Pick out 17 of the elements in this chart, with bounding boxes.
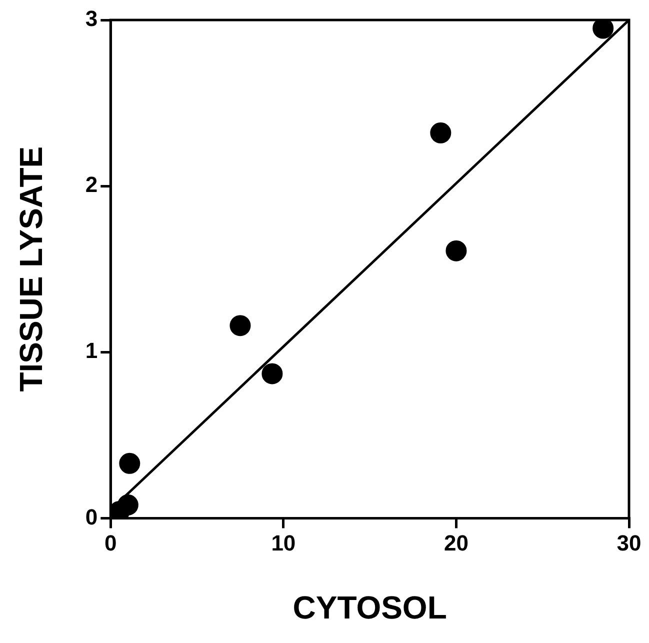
y-tick-label: 1 (85, 338, 98, 364)
point (119, 452, 140, 474)
x-tick-label: 30 (616, 530, 642, 556)
y-axis-title: TISSUE LYSATE (13, 146, 50, 392)
x-tick-label: 20 (444, 530, 468, 556)
point (230, 315, 251, 336)
y-tick-label: 0 (85, 504, 98, 530)
x-tick-label: 10 (271, 530, 296, 556)
point (430, 122, 452, 144)
y-tick-label: 3 (85, 6, 98, 32)
x-tick-label: 0 (104, 530, 117, 556)
point (262, 363, 283, 384)
point (592, 20, 614, 39)
y-tick-label: 2 (85, 172, 98, 198)
point (117, 494, 138, 516)
point (446, 240, 467, 262)
x-axis-title: CYTOSOL (292, 590, 447, 626)
